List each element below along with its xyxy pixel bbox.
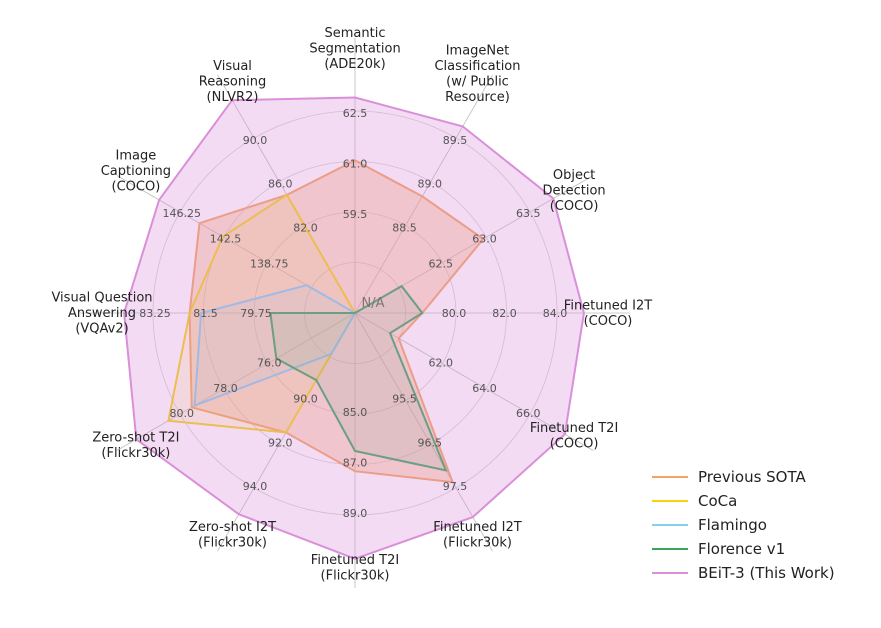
tick-labels: 59.5 61.0 62.5 88.5 89.0 89.5 62.5 63.0 63.5 80.0… bbox=[139, 107, 567, 520]
axis-label: Zero-shot I2T (Flickr30k) bbox=[189, 520, 276, 551]
tick-label: 61.0 bbox=[343, 158, 368, 171]
series-polygon-beit-3-this-work bbox=[123, 96, 585, 560]
axis-label: Zero-shot T2I (Flickr30k) bbox=[92, 431, 179, 462]
series-polygon-florence-v1 bbox=[269, 284, 448, 472]
tick-label: 83.25 bbox=[139, 307, 171, 320]
series-polygon-previous-sota bbox=[188, 159, 485, 484]
tick-label: 85.0 bbox=[343, 406, 368, 419]
tick-label: 84.0 bbox=[543, 307, 568, 320]
tick-label: 142.5 bbox=[210, 232, 242, 245]
tick-label: 87.0 bbox=[343, 457, 368, 470]
tick-label: 63.5 bbox=[516, 207, 541, 220]
tick-label: 62.5 bbox=[343, 107, 368, 120]
tick-label: 89.0 bbox=[343, 507, 368, 520]
legend-label: BEiT-3 (This Work) bbox=[698, 564, 835, 582]
series-layer bbox=[123, 96, 585, 560]
axis-spoke bbox=[354, 312, 493, 552]
center-label: N/A bbox=[362, 296, 385, 311]
axis-label: Finetuned T2I (COCO) bbox=[530, 421, 618, 452]
legend: Previous SOTA CoCa Flamingo Florence v1 BEiT… bbox=[652, 468, 835, 582]
axis-label: Semantic Segmentation (ADE20k) bbox=[309, 26, 400, 72]
legend-label: Previous SOTA bbox=[698, 468, 806, 486]
axis-label: ImageNet Classification (w/ Public Resource… bbox=[434, 43, 520, 105]
axis-spoke bbox=[116, 312, 356, 451]
tick-label: 82.0 bbox=[293, 221, 318, 234]
tick-label: 89.5 bbox=[443, 134, 468, 147]
tick-label: 86.0 bbox=[268, 178, 293, 191]
tick-label: 78.0 bbox=[213, 382, 238, 395]
tick-label: 62.0 bbox=[428, 357, 453, 370]
tick-label: 88.5 bbox=[392, 221, 417, 234]
tick-label: 59.5 bbox=[343, 208, 368, 221]
tick-label: 82.0 bbox=[492, 307, 517, 320]
axis-spoke bbox=[354, 312, 594, 451]
legend-label: Flamingo bbox=[698, 516, 767, 534]
axis-spoke bbox=[354, 74, 493, 314]
tick-label: 64.0 bbox=[472, 382, 497, 395]
axis-label: Finetuned I2T (Flickr30k) bbox=[433, 520, 521, 551]
axis-label: Finetuned I2T (COCO) bbox=[564, 298, 652, 329]
tick-label: 138.75 bbox=[250, 258, 289, 271]
tick-label: 66.0 bbox=[516, 407, 541, 420]
tick-label: 80.0 bbox=[170, 407, 195, 420]
tick-label: 146.25 bbox=[163, 207, 202, 220]
axis-labels: Semantic Segmentation (ADE20k) ImageNet Clas… bbox=[51, 26, 652, 584]
axis-label: Image Captioning (COCO) bbox=[101, 149, 171, 195]
axis-label: Visual Question Answering (VQAv2) bbox=[51, 291, 152, 337]
legend-label: Florence v1 bbox=[698, 540, 785, 558]
tick-label: 63.0 bbox=[472, 232, 497, 245]
tick-label: 76.0 bbox=[257, 357, 282, 370]
tick-label: 92.0 bbox=[268, 436, 293, 449]
tick-label: 97.5 bbox=[443, 480, 468, 493]
tick-label: 95.5 bbox=[392, 393, 417, 406]
tick-label: 80.0 bbox=[442, 307, 467, 320]
tick-label: 96.5 bbox=[418, 436, 443, 449]
legend-label: CoCa bbox=[698, 492, 737, 510]
tick-label: 81.5 bbox=[193, 307, 218, 320]
tick-label: 90.0 bbox=[243, 134, 268, 147]
axis-label: Finetuned T2I (Flickr30k) bbox=[311, 553, 399, 584]
axis-label: Object Detection (COCO) bbox=[543, 168, 606, 214]
tick-label: 90.0 bbox=[293, 393, 318, 406]
tick-label: 79.75 bbox=[240, 307, 272, 320]
tick-label: 62.5 bbox=[428, 258, 453, 271]
axis-label: Visual Reasoning (NLVR2) bbox=[199, 59, 266, 105]
tick-label: 89.0 bbox=[418, 178, 443, 191]
tick-label: 94.0 bbox=[243, 480, 268, 493]
series-polygon-coca bbox=[167, 193, 357, 434]
